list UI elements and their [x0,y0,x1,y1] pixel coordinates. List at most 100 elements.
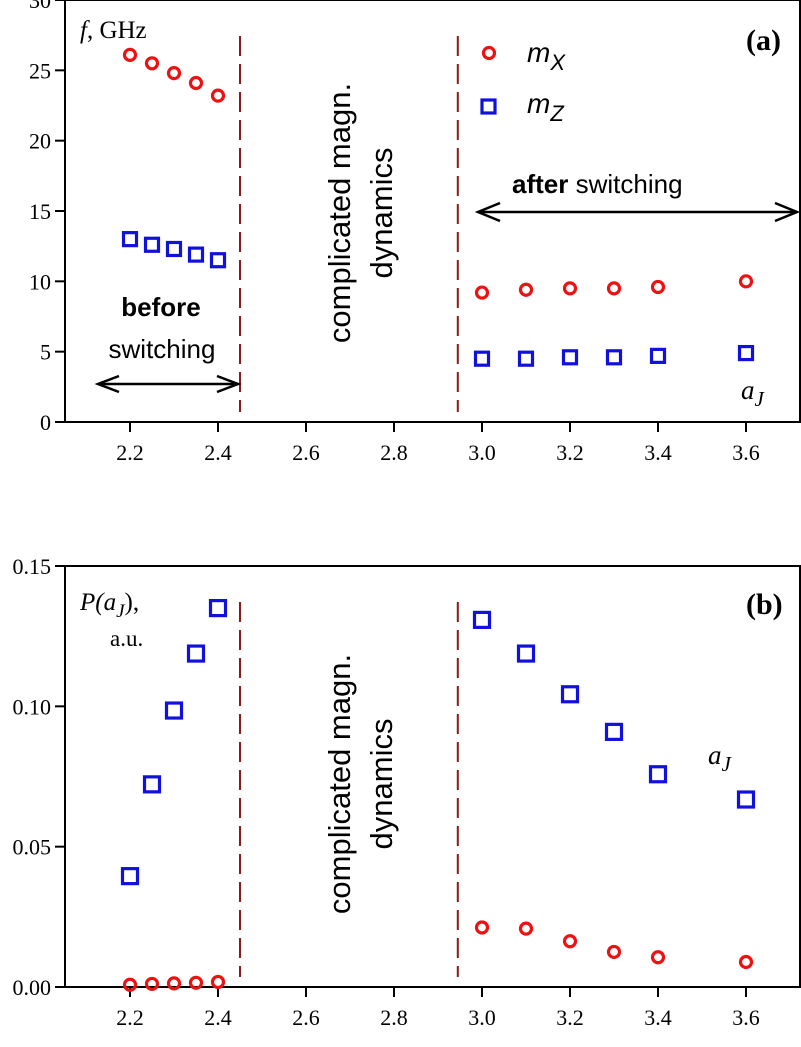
before-switching-arrow [94,374,242,394]
y-tick-label: 0.15 [13,554,52,579]
x-tick-label: 3.0 [468,440,496,465]
data-point-mx [562,934,578,949]
data-point-mx [166,976,182,991]
x-tick-label: 3.2 [556,440,584,465]
panel-b-dividers [239,602,459,977]
x-tick-label: 2.6 [292,440,320,465]
data-point-mz [737,344,755,362]
panel-a-dividers [239,36,459,412]
data-point-mz [560,685,580,704]
data-point-mz [164,701,184,720]
y-tick-label: 25 [29,58,51,83]
panel-b-x-axis: 2.2 2.4 2.6 2.8 3.0 3.2 3.4 3.6 [116,987,760,1030]
data-point-mx [474,920,490,935]
panel-b: 2.2 2.4 2.6 2.8 3.0 3.2 3.4 3.6 0.00 0.05 0.10 0.1… [13,554,801,1030]
data-point-mz [165,240,183,258]
data-point-mx [650,950,666,965]
panel-b-middle-line2: dynamics [364,719,399,850]
panel-a-middle-line2: dynamics [364,148,399,279]
legend-mx-marker [481,45,497,61]
panel-b-y-axis: 0.00 0.05 0.10 0.15 [13,554,65,1000]
data-point-mx [122,47,138,62]
x-tick-label: 2.2 [116,440,144,465]
data-point-mz [143,236,161,253]
x-tick-label: 3.0 [468,1005,496,1030]
data-point-mx [144,56,160,71]
data-point-mz [472,610,492,629]
y-tick-label: 0 [40,410,51,435]
data-point-mx [474,285,490,300]
panel-b-points [120,598,756,992]
y-tick-label: 15 [29,199,51,224]
panel-b-middle-annotation: complicated magn. dynamics [322,654,399,914]
x-tick-label: 2.8 [380,440,408,465]
x-tick-label: 3.2 [556,1005,584,1030]
data-point-mz [516,644,536,663]
panel-a-middle-line1: complicated magn. [322,83,357,343]
data-point-mx [606,944,622,960]
panel-a-x-axis: 2.2 2.4 2.6 2.8 3.0 3.2 3.4 3.6 [116,422,760,465]
data-point-mz [186,644,206,663]
data-point-mz [649,347,667,364]
data-point-mx [144,976,160,992]
panel-a: 2.2 2.4 2.6 2.8 3.0 3.2 3.4 3.6 0 5 10 15 20 25 30 f,… [29,0,801,465]
y-tick-label: 20 [29,129,51,154]
data-point-mx [188,975,204,990]
y-tick-label: 30 [29,0,51,13]
data-point-mz [473,350,491,367]
data-point-mz [517,350,535,367]
y-tick-label: 0.10 [13,694,52,719]
panel-b-label: (b) [746,588,783,621]
data-point-mz [187,246,205,263]
x-tick-label: 2.4 [204,440,232,465]
data-point-mx [210,88,226,103]
data-point-mx [518,282,534,297]
data-point-mx [650,279,666,295]
data-point-mx [518,921,534,936]
after-switching-label: after switching [512,169,683,199]
panel-a-ylabel: f, GHz [80,17,147,44]
panel-b-middle-line1: complicated magn. [322,654,357,914]
data-point-mz [605,349,623,366]
data-point-mz [736,790,756,809]
x-tick-label: 3.6 [732,1005,760,1030]
x-tick-label: 2.2 [116,1005,144,1030]
data-point-mx [122,977,138,992]
data-point-mz [121,231,139,248]
before-switching-bold: before [121,292,200,322]
panel-a-label: (a) [746,24,781,57]
data-point-mx [738,954,754,970]
before-switching-rest: switching [109,334,216,364]
x-tick-label: 2.8 [380,1005,408,1030]
y-tick-label: 10 [29,269,51,294]
data-point-mx [188,75,204,91]
data-point-mz [142,775,162,794]
data-point-mz [120,867,140,886]
panel-b-ylabel-line2: a.u. [110,626,143,651]
data-point-mx [210,974,226,990]
y-tick-label: 0.00 [13,975,52,1000]
data-point-mz [648,765,668,784]
panel-a-xlabel: aJ [741,375,766,411]
y-tick-label: 0.05 [13,835,52,860]
data-point-mz [561,349,579,366]
panel-b-frame [64,565,801,988]
x-tick-label: 3.4 [644,440,672,465]
after-switching-arrow [474,201,801,223]
panel-b-xlabel: aJ [708,740,733,776]
data-point-mx [606,281,622,296]
data-point-mx [738,274,754,289]
legend-mz-label: mZ [527,88,565,126]
x-tick-label: 3.6 [732,440,760,465]
data-point-mz [604,722,624,741]
data-point-mz [208,598,228,618]
legend-mx-label: mX [527,37,566,75]
panel-a-middle-annotation: complicated magn. dynamics [322,83,399,343]
y-tick-label: 5 [40,340,51,365]
panel-a-points [121,47,755,367]
panel-a-y-axis: 0 5 10 15 20 25 30 [29,0,65,435]
legend-mz-marker [480,98,497,115]
x-tick-label: 2.4 [204,1005,232,1030]
data-point-mz [209,252,227,269]
